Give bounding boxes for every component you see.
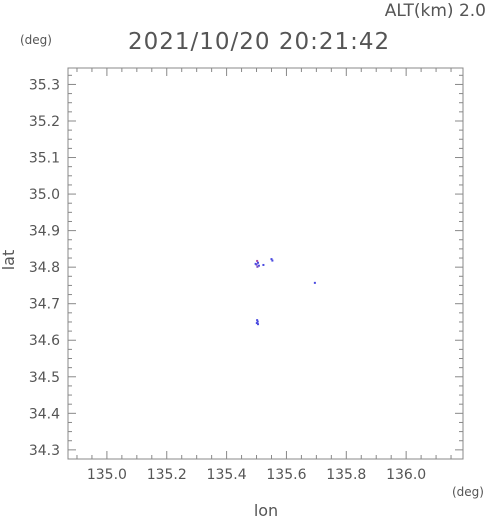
data-point (254, 262, 257, 265)
y-tick-label: 35.1 (29, 151, 60, 167)
chart-title: 2021/10/20 20:21:42 (128, 29, 390, 55)
y-unit-label: (deg) (20, 33, 52, 47)
x-tick-label: 135.0 (87, 467, 127, 483)
data-point (256, 265, 259, 268)
y-tick-label: 34.4 (29, 406, 60, 422)
x-axis-label: lon (254, 501, 278, 520)
data-point (255, 322, 258, 325)
x-tick-label: 135.8 (326, 467, 366, 483)
data-point (257, 323, 260, 326)
data-point (256, 319, 259, 322)
x-tick-label: 135.6 (266, 467, 306, 483)
y-tick-label: 35.2 (29, 114, 60, 130)
data-point (313, 281, 316, 284)
y-tick-label: 34.6 (29, 333, 60, 349)
axis-ticks (68, 68, 463, 460)
y-tick-label: 35.0 (29, 187, 60, 203)
y-tick-label: 34.5 (29, 370, 60, 386)
y-axis-label: lat (0, 250, 18, 271)
data-points (254, 258, 316, 326)
data-point (256, 320, 259, 323)
data-point (270, 258, 273, 261)
y-tick-label: 35.3 (29, 77, 60, 93)
data-point (257, 264, 260, 267)
data-point (271, 259, 274, 262)
altitude-label: ALT(km) 2.0 (385, 1, 486, 21)
y-tick-label: 34.3 (29, 443, 60, 459)
y-tick-label: 34.8 (29, 260, 60, 276)
y-tick-label: 34.9 (29, 224, 60, 240)
x-tick-label: 136.0 (386, 467, 426, 483)
data-point (257, 261, 260, 264)
x-tick-label: 135.4 (207, 467, 247, 483)
x-unit-label: (deg) (452, 485, 484, 499)
x-tick-label: 135.2 (147, 467, 187, 483)
tick-labels: 135.0 135.2 135.4 135.6 135.8 136.0 34.3 34.4 34… (29, 77, 426, 483)
data-point (262, 263, 265, 266)
y-tick-label: 34.7 (29, 297, 60, 313)
data-point (256, 259, 259, 262)
plot-frame (67, 67, 464, 460)
